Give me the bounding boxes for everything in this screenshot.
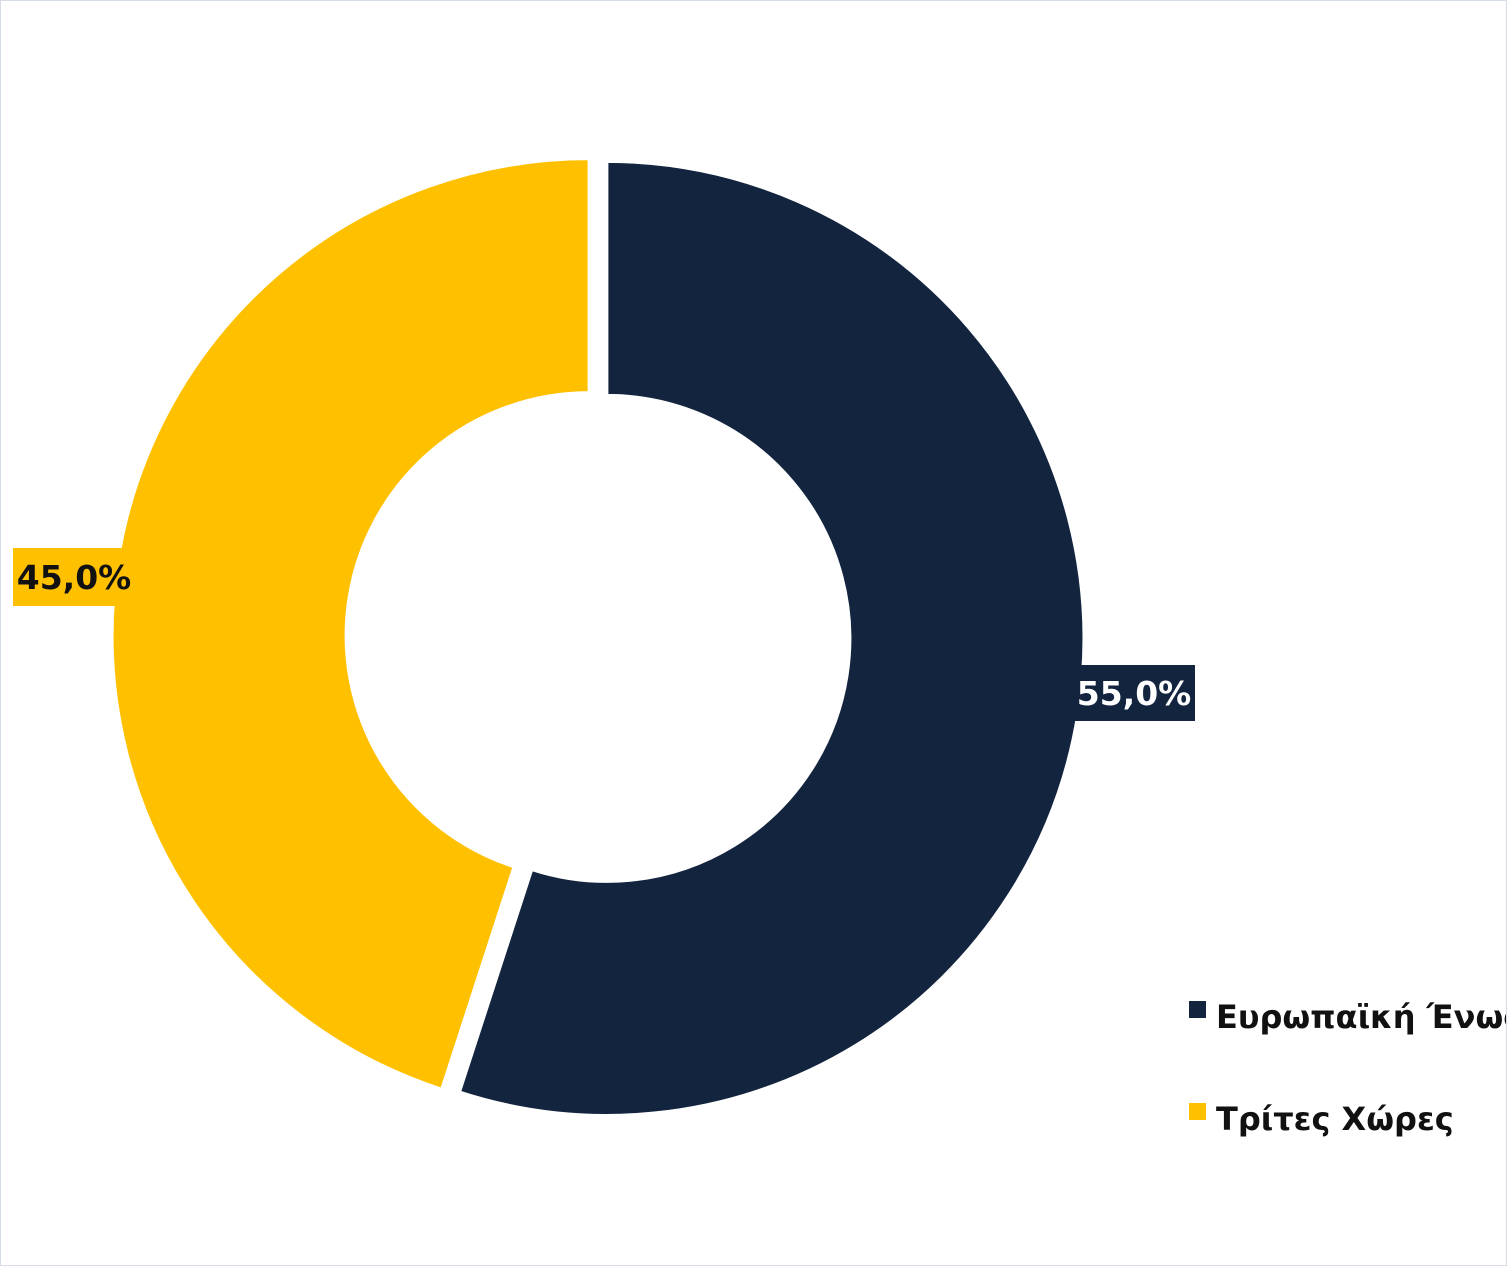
legend-label-1: Τρίτες Χώρες <box>1216 1100 1454 1138</box>
data-label-1: 45,0% <box>17 558 132 597</box>
slice-0 <box>457 159 1086 1117</box>
legend-swatch-1 <box>1189 1103 1206 1120</box>
data-label-box-1 <box>13 548 135 606</box>
data-labels: 55,0% 45,0% <box>13 548 1195 721</box>
data-label-box-0 <box>1073 665 1195 721</box>
data-label-0: 55,0% <box>1077 674 1192 713</box>
legend: Ευρωπαϊκή Ένωση Τρίτες Χώρες <box>1189 998 1506 1138</box>
slice-1 <box>110 157 591 1092</box>
legend-label-0: Ευρωπαϊκή Ένωση <box>1216 998 1506 1036</box>
legend-swatch-0 <box>1189 1001 1206 1018</box>
donut-slices <box>110 157 1086 1117</box>
